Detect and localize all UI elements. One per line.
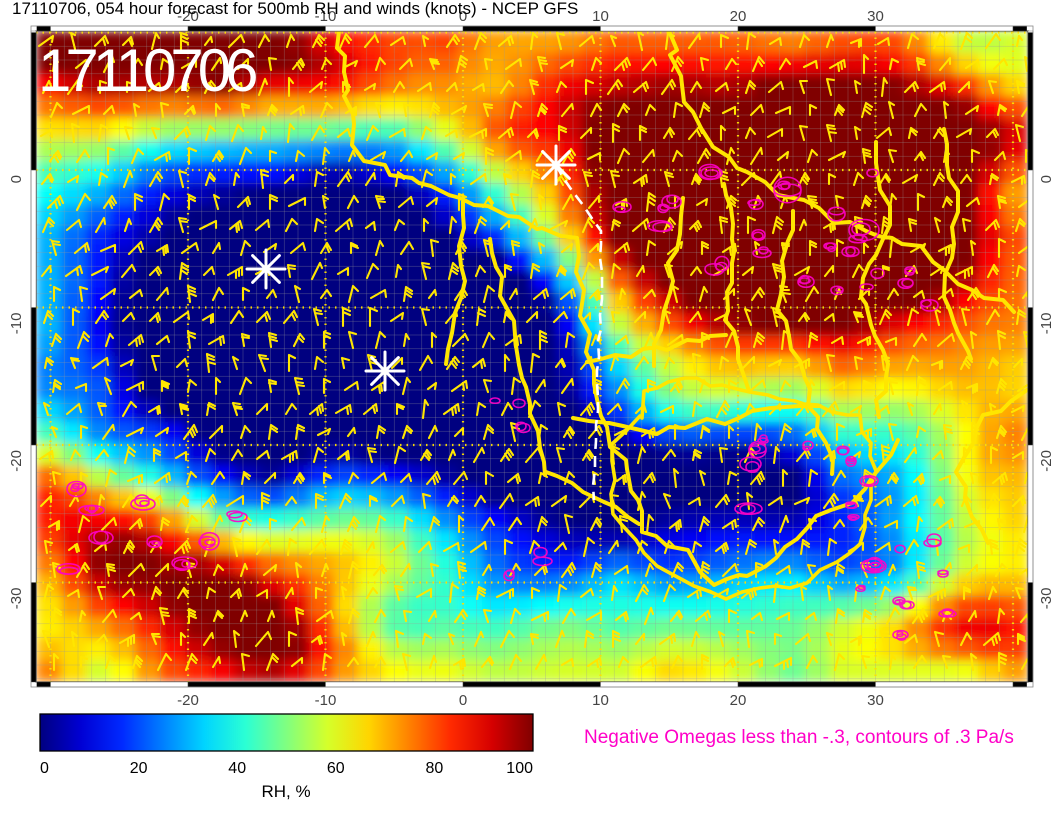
svg-text:Negative Omegas less than -.3,: Negative Omegas less than -.3, contours … bbox=[584, 727, 1014, 748]
svg-text:10: 10 bbox=[592, 692, 609, 709]
svg-text:0: 0 bbox=[8, 175, 25, 183]
svg-text:30: 30 bbox=[867, 692, 884, 709]
svg-text:20: 20 bbox=[730, 8, 747, 25]
svg-text:RH, %: RH, % bbox=[261, 782, 310, 801]
svg-text:-20: -20 bbox=[8, 450, 25, 472]
svg-text:-20: -20 bbox=[177, 692, 199, 709]
svg-text:100: 100 bbox=[506, 760, 533, 777]
svg-text:-30: -30 bbox=[1038, 588, 1055, 610]
svg-text:0: 0 bbox=[1038, 175, 1055, 183]
svg-text:0: 0 bbox=[459, 692, 467, 709]
svg-text:20: 20 bbox=[130, 760, 148, 777]
svg-text:-20: -20 bbox=[1038, 450, 1055, 472]
svg-text:80: 80 bbox=[426, 760, 444, 777]
svg-text:60: 60 bbox=[327, 760, 345, 777]
svg-text:30: 30 bbox=[867, 8, 884, 25]
svg-text:0: 0 bbox=[40, 760, 49, 777]
svg-text:20: 20 bbox=[730, 692, 747, 709]
svg-text:17110706, 054 hour forecast fo: 17110706, 054 hour forecast for 500mb RH… bbox=[12, 0, 578, 18]
svg-text:-30: -30 bbox=[8, 588, 25, 610]
svg-text:-10: -10 bbox=[8, 313, 25, 335]
svg-text:-10: -10 bbox=[1038, 313, 1055, 335]
svg-text:17110706: 17110706 bbox=[38, 37, 256, 104]
svg-text:10: 10 bbox=[592, 8, 609, 25]
svg-text:40: 40 bbox=[228, 760, 246, 777]
svg-text:-10: -10 bbox=[315, 692, 337, 709]
